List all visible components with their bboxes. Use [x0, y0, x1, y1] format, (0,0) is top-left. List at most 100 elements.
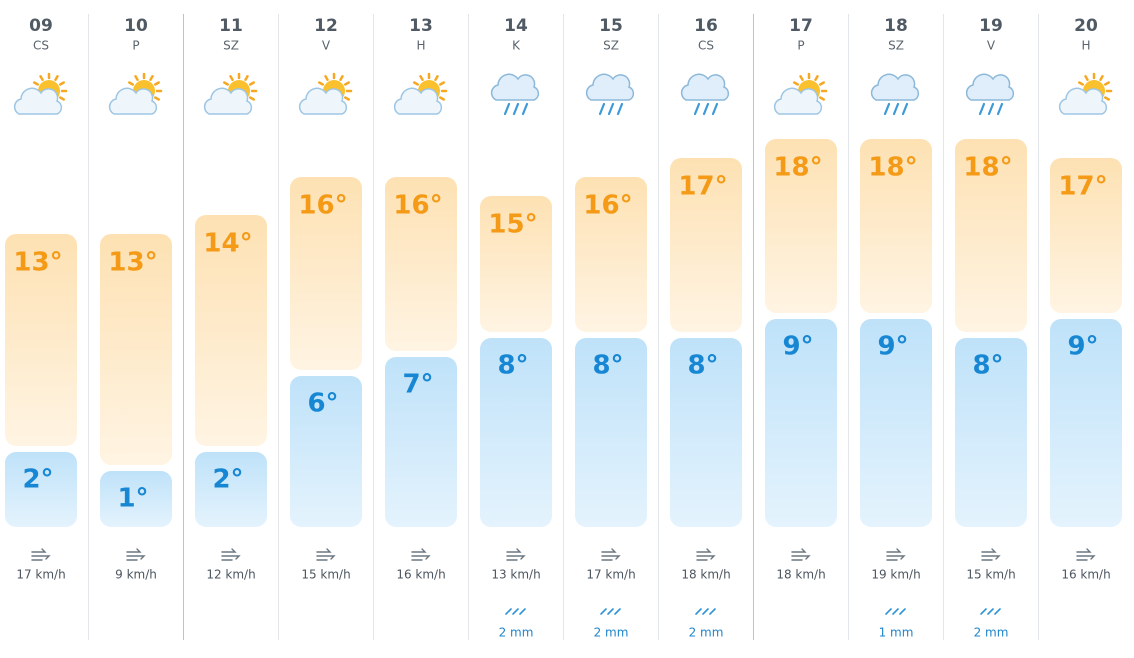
rain-dash: [505, 608, 512, 615]
low-bar: [385, 357, 457, 527]
cloud: [965, 73, 1015, 101]
rain-drop: [883, 102, 891, 116]
rain-dash: [987, 608, 994, 615]
low-bar: [860, 319, 932, 527]
rain-icon: [505, 608, 526, 615]
wind-icon: [31, 548, 51, 561]
low-bar: [575, 338, 647, 527]
day-number: 13: [409, 16, 433, 36]
rain-dash: [607, 608, 614, 615]
weather-icon: [870, 73, 920, 116]
wind-icon: [601, 548, 621, 561]
rain-dash: [899, 608, 906, 615]
high-label: 18°: [773, 153, 822, 183]
day-number: 20: [1074, 16, 1098, 36]
wind-speed: 18 km/h: [776, 568, 825, 582]
wind-icon: [886, 548, 906, 561]
sun-ray: [134, 75, 139, 81]
rain-drop: [616, 102, 624, 116]
cloud: [490, 73, 540, 101]
day-number: 15: [599, 16, 623, 36]
rain-icon: [885, 608, 906, 615]
rain-dash: [702, 608, 709, 615]
day-number: 18: [884, 16, 908, 36]
weekday: P: [797, 39, 804, 53]
day-number: 19: [979, 16, 1003, 36]
precipitation: 2 mm: [974, 626, 1009, 640]
sun-ray: [128, 81, 134, 86]
low-bar: [480, 338, 552, 527]
wind-lines: [791, 548, 811, 561]
rain-drop: [512, 102, 520, 116]
high-bar: [5, 234, 77, 446]
rain-drop: [693, 102, 701, 116]
cloud: [108, 87, 158, 115]
wind-icon: [981, 548, 1001, 561]
weather-icon: [490, 73, 540, 116]
high-bar: [1050, 158, 1122, 313]
sun-ray: [154, 96, 160, 101]
day-number: 14: [504, 16, 528, 36]
weekday: H: [416, 39, 425, 53]
cloud: [870, 73, 920, 101]
high-label: 18°: [963, 153, 1012, 183]
rain-drop: [711, 102, 719, 116]
rain-dash: [892, 608, 899, 615]
sun-ray: [154, 81, 160, 86]
high-bar: [290, 177, 362, 370]
wind-lines: [316, 548, 336, 561]
wind-icon: [221, 548, 241, 561]
cloud: [773, 87, 823, 115]
rain-drop: [607, 102, 615, 116]
sun-ray: [819, 81, 825, 86]
wind-lines: [126, 548, 146, 561]
low-label: 8°: [592, 351, 623, 381]
high-label: 18°: [868, 153, 917, 183]
wind-icon: [696, 548, 716, 561]
wind-speed: 13 km/h: [491, 568, 540, 582]
cloud: [1058, 87, 1108, 115]
cloud: [585, 73, 635, 101]
sun-ray: [244, 75, 249, 81]
rain-drop: [521, 102, 529, 116]
low-bar: [195, 452, 267, 527]
weekday: H: [1081, 39, 1090, 53]
high-bar: [100, 234, 172, 465]
wind-lines: [1076, 548, 1096, 561]
low-bar: [100, 471, 172, 527]
low-label: 7°: [402, 370, 433, 400]
rain-dash: [980, 608, 987, 615]
high-bar: [385, 177, 457, 351]
sun-ray: [344, 81, 350, 86]
wind-lines: [221, 548, 241, 561]
sun-ray: [59, 96, 65, 101]
rain-icon: [600, 608, 621, 615]
sun-ray: [434, 75, 439, 81]
low-label: 8°: [497, 351, 528, 381]
day-number: 10: [124, 16, 148, 36]
sun-ray: [1078, 81, 1084, 86]
wind-icon: [1076, 548, 1096, 561]
weekday: SZ: [223, 39, 239, 53]
sun-ray: [344, 96, 350, 101]
cloud: [298, 87, 348, 115]
wind-lines: [31, 548, 51, 561]
rain-dash: [519, 608, 526, 615]
wind-speed: 9 km/h: [115, 568, 157, 582]
day-number: 12: [314, 16, 338, 36]
rain-dash: [600, 608, 607, 615]
wind-speed: 18 km/h: [681, 568, 730, 582]
rain-dash: [614, 608, 621, 615]
weekday: CS: [33, 39, 49, 53]
high-label: 13°: [108, 248, 157, 278]
wind-speed: 16 km/h: [1061, 568, 1110, 582]
sun-ray: [249, 81, 255, 86]
high-bar: [195, 215, 267, 446]
rain-dash: [709, 608, 716, 615]
sun-ray: [1104, 96, 1110, 101]
wind-lines: [601, 548, 621, 561]
rain-drop: [996, 102, 1004, 116]
sun-ray: [149, 75, 154, 81]
wind-lines: [506, 548, 526, 561]
